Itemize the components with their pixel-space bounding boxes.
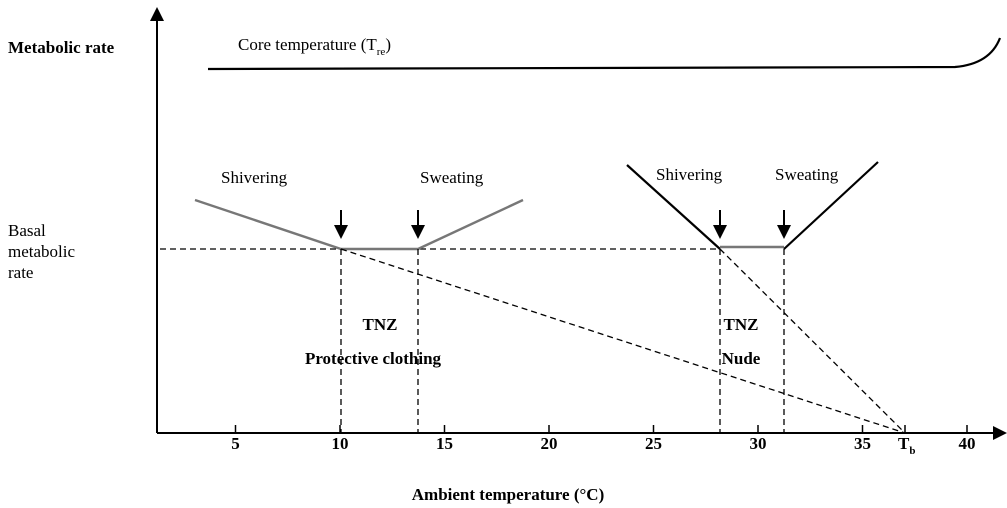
x-tick-label: 5 <box>231 434 240 453</box>
condition-label: Protective clothing <box>305 349 442 368</box>
x-tick-label: 20 <box>541 434 558 453</box>
nude-curve <box>783 161 879 250</box>
x-ticks: 5 10 15 20 25 30 35 40 <box>231 425 976 453</box>
protective-curve <box>194 198 524 251</box>
basal-label: rate <box>8 263 33 282</box>
x-tick-label: 40 <box>959 434 976 453</box>
tb-label: Tb <box>898 434 915 457</box>
x-tick-label: 35 <box>854 434 871 453</box>
zone-label: TNZ <box>363 315 398 334</box>
sweating-label: Sweating <box>420 168 484 187</box>
basal-label: metabolic <box>8 242 75 261</box>
sweating-label: Sweating <box>775 165 839 184</box>
x-tick-label: 10 <box>332 434 349 453</box>
core-line <box>207 37 1002 71</box>
guide <box>340 248 906 434</box>
x-tick-label: 30 <box>750 434 767 453</box>
zone-label: TNZ <box>724 315 759 334</box>
x-axis-label: Ambient temperature (°C) <box>412 485 605 504</box>
dashed-guides <box>340 248 906 434</box>
axes <box>150 7 1007 440</box>
nude-curve <box>626 164 721 250</box>
condition-label: Nude <box>722 349 761 368</box>
core-label: Core temperature (Tre) <box>238 35 391 58</box>
shivering-label: Shivering <box>656 165 723 184</box>
basal-label: Basal <box>8 221 46 240</box>
guide <box>719 248 906 434</box>
arrows <box>334 210 791 239</box>
shivering-label: Shivering <box>221 168 288 187</box>
x-tick-label: 15 <box>436 434 453 453</box>
y-axis-label: Metabolic rate <box>8 38 115 57</box>
x-tick-label: 25 <box>645 434 662 453</box>
